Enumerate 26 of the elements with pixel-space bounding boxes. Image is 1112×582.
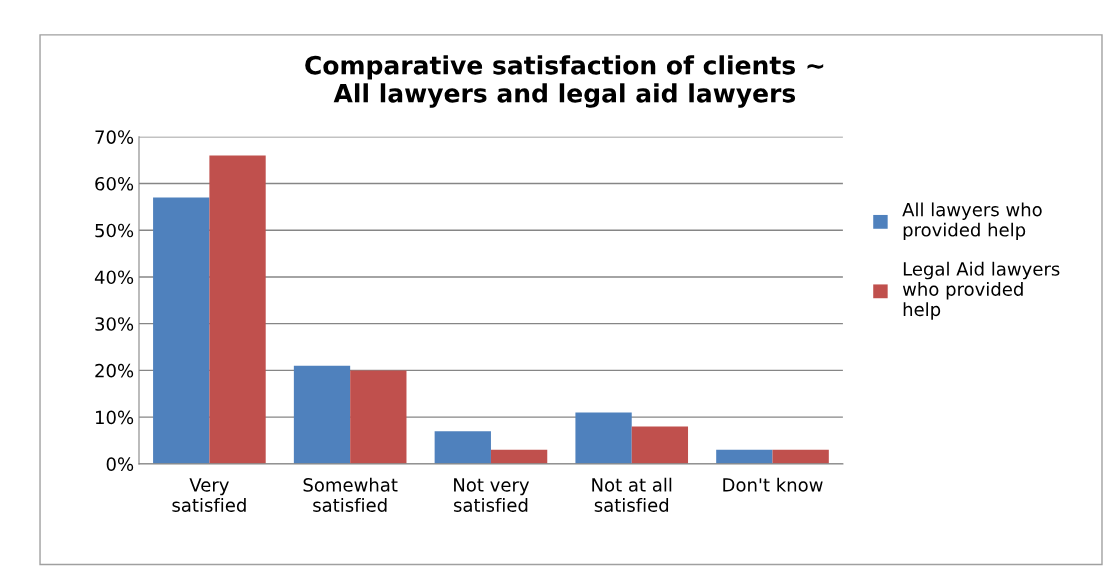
y-tick-label: 70% (95, 130, 134, 144)
y-tick-label: 0% (106, 457, 134, 471)
bar (490, 449, 548, 464)
y-tick-label: 40% (94, 270, 134, 285)
x-tick-label: Not very satisfied (453, 478, 530, 512)
x-tick-label: Somewhat satisfied (303, 477, 398, 512)
legend-label: All lawyers who provided help (902, 202, 1042, 241)
bar (293, 365, 351, 464)
bar (575, 412, 632, 464)
bar (434, 431, 491, 464)
y-tick-label: 20% (95, 363, 134, 378)
bar (631, 426, 689, 464)
x-tick-label: Very satisfied (172, 478, 246, 512)
bar (772, 449, 829, 464)
chart-title: Comparative satisfaction of clients ~ All lawyers and legal aid lawyers (305, 55, 824, 108)
y-tick-label: 30% (95, 317, 134, 331)
bar (716, 449, 773, 464)
legend-label: Legal Aid lawyers who provided help (902, 261, 1060, 320)
y-tick-label: 10% (95, 410, 134, 425)
x-tick-label: Not at all satisfied (592, 477, 672, 512)
bar (350, 370, 407, 464)
x-tick-label: Don't know (723, 477, 823, 492)
y-tick-label: 50% (95, 223, 134, 238)
bar (153, 197, 210, 464)
y-tick-label: 60% (95, 176, 134, 191)
bar (209, 155, 266, 464)
